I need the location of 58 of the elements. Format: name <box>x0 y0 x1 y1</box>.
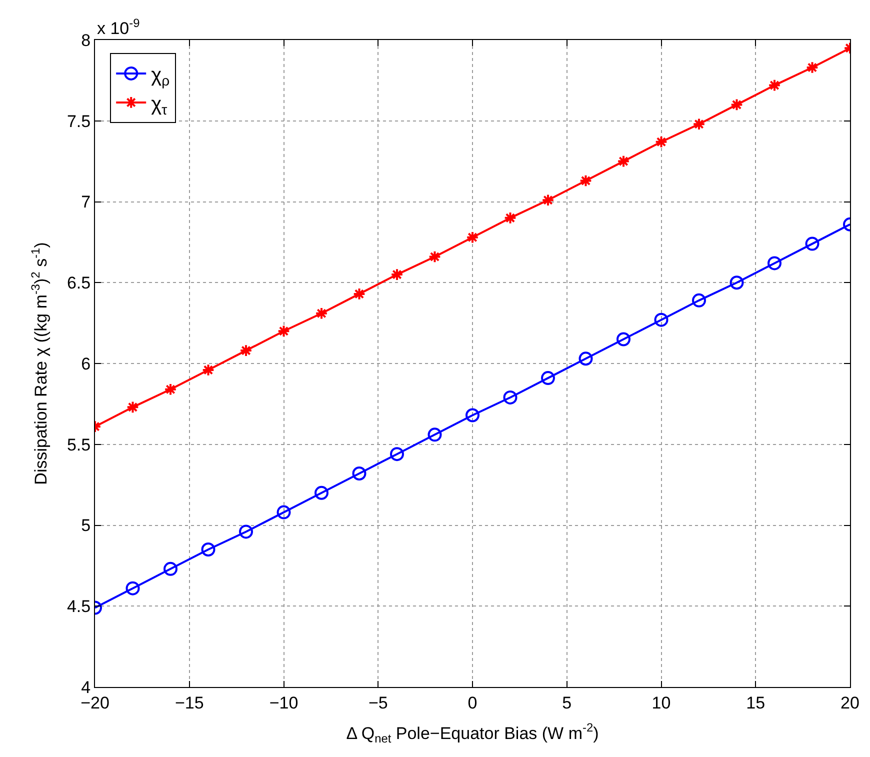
legend-label: χ$_{ρ}$ <box>151 64 170 88</box>
y-tick-label: 6 <box>81 354 91 374</box>
point <box>201 542 216 557</box>
point <box>466 230 479 244</box>
point <box>806 61 819 74</box>
text: x 10$^{-9}$ <box>97 16 140 38</box>
point <box>164 562 178 576</box>
point <box>805 236 820 251</box>
x-tick-label: 0 <box>468 693 478 712</box>
legend-label: χ$_{τ}$ <box>151 93 168 118</box>
point <box>504 212 517 224</box>
point <box>428 428 442 442</box>
point <box>654 136 668 148</box>
x-tick-label: −5 <box>368 693 388 712</box>
point <box>654 312 668 327</box>
point <box>314 486 328 500</box>
point <box>352 288 366 300</box>
point <box>164 382 177 396</box>
y-tick-label: 8 <box>81 30 91 50</box>
point <box>390 447 404 462</box>
y-tick-label: 5.5 <box>66 435 91 454</box>
point <box>503 390 518 404</box>
point <box>579 174 592 188</box>
point <box>276 505 291 520</box>
y-tick-label: 4.5 <box>66 597 91 616</box>
point <box>202 364 215 376</box>
point <box>239 524 253 539</box>
point <box>352 466 366 480</box>
point <box>390 268 404 281</box>
point <box>730 276 744 290</box>
point <box>768 78 781 92</box>
x-tick-label: 20 <box>840 693 860 712</box>
x-tick-label: 15 <box>746 693 766 712</box>
point <box>692 118 706 131</box>
point <box>692 293 706 308</box>
y-tick-label: 7.5 <box>66 112 91 131</box>
point <box>126 581 140 596</box>
point <box>542 194 554 207</box>
point <box>126 400 140 414</box>
x-tick-label: −15 <box>174 693 204 712</box>
y-tick-label: 7 <box>81 192 91 212</box>
x-tick-label: 5 <box>562 693 572 712</box>
x-tick-label: −10 <box>269 693 298 712</box>
point <box>466 408 480 422</box>
point <box>578 352 593 366</box>
point <box>616 332 630 346</box>
point <box>768 256 782 270</box>
x-tick-label: 10 <box>652 693 671 712</box>
point <box>730 98 744 112</box>
point <box>428 250 442 264</box>
x-axis-title: Δ Q$_{net}$ Pole−Equator Bias (W m$^{-2}$) <box>346 720 599 746</box>
y-tick-label: 6.5 <box>66 274 91 293</box>
point <box>315 306 328 320</box>
y-tick-label: 5 <box>81 516 91 536</box>
point <box>240 344 252 357</box>
point <box>277 324 290 338</box>
point <box>617 154 630 168</box>
point <box>541 371 555 386</box>
